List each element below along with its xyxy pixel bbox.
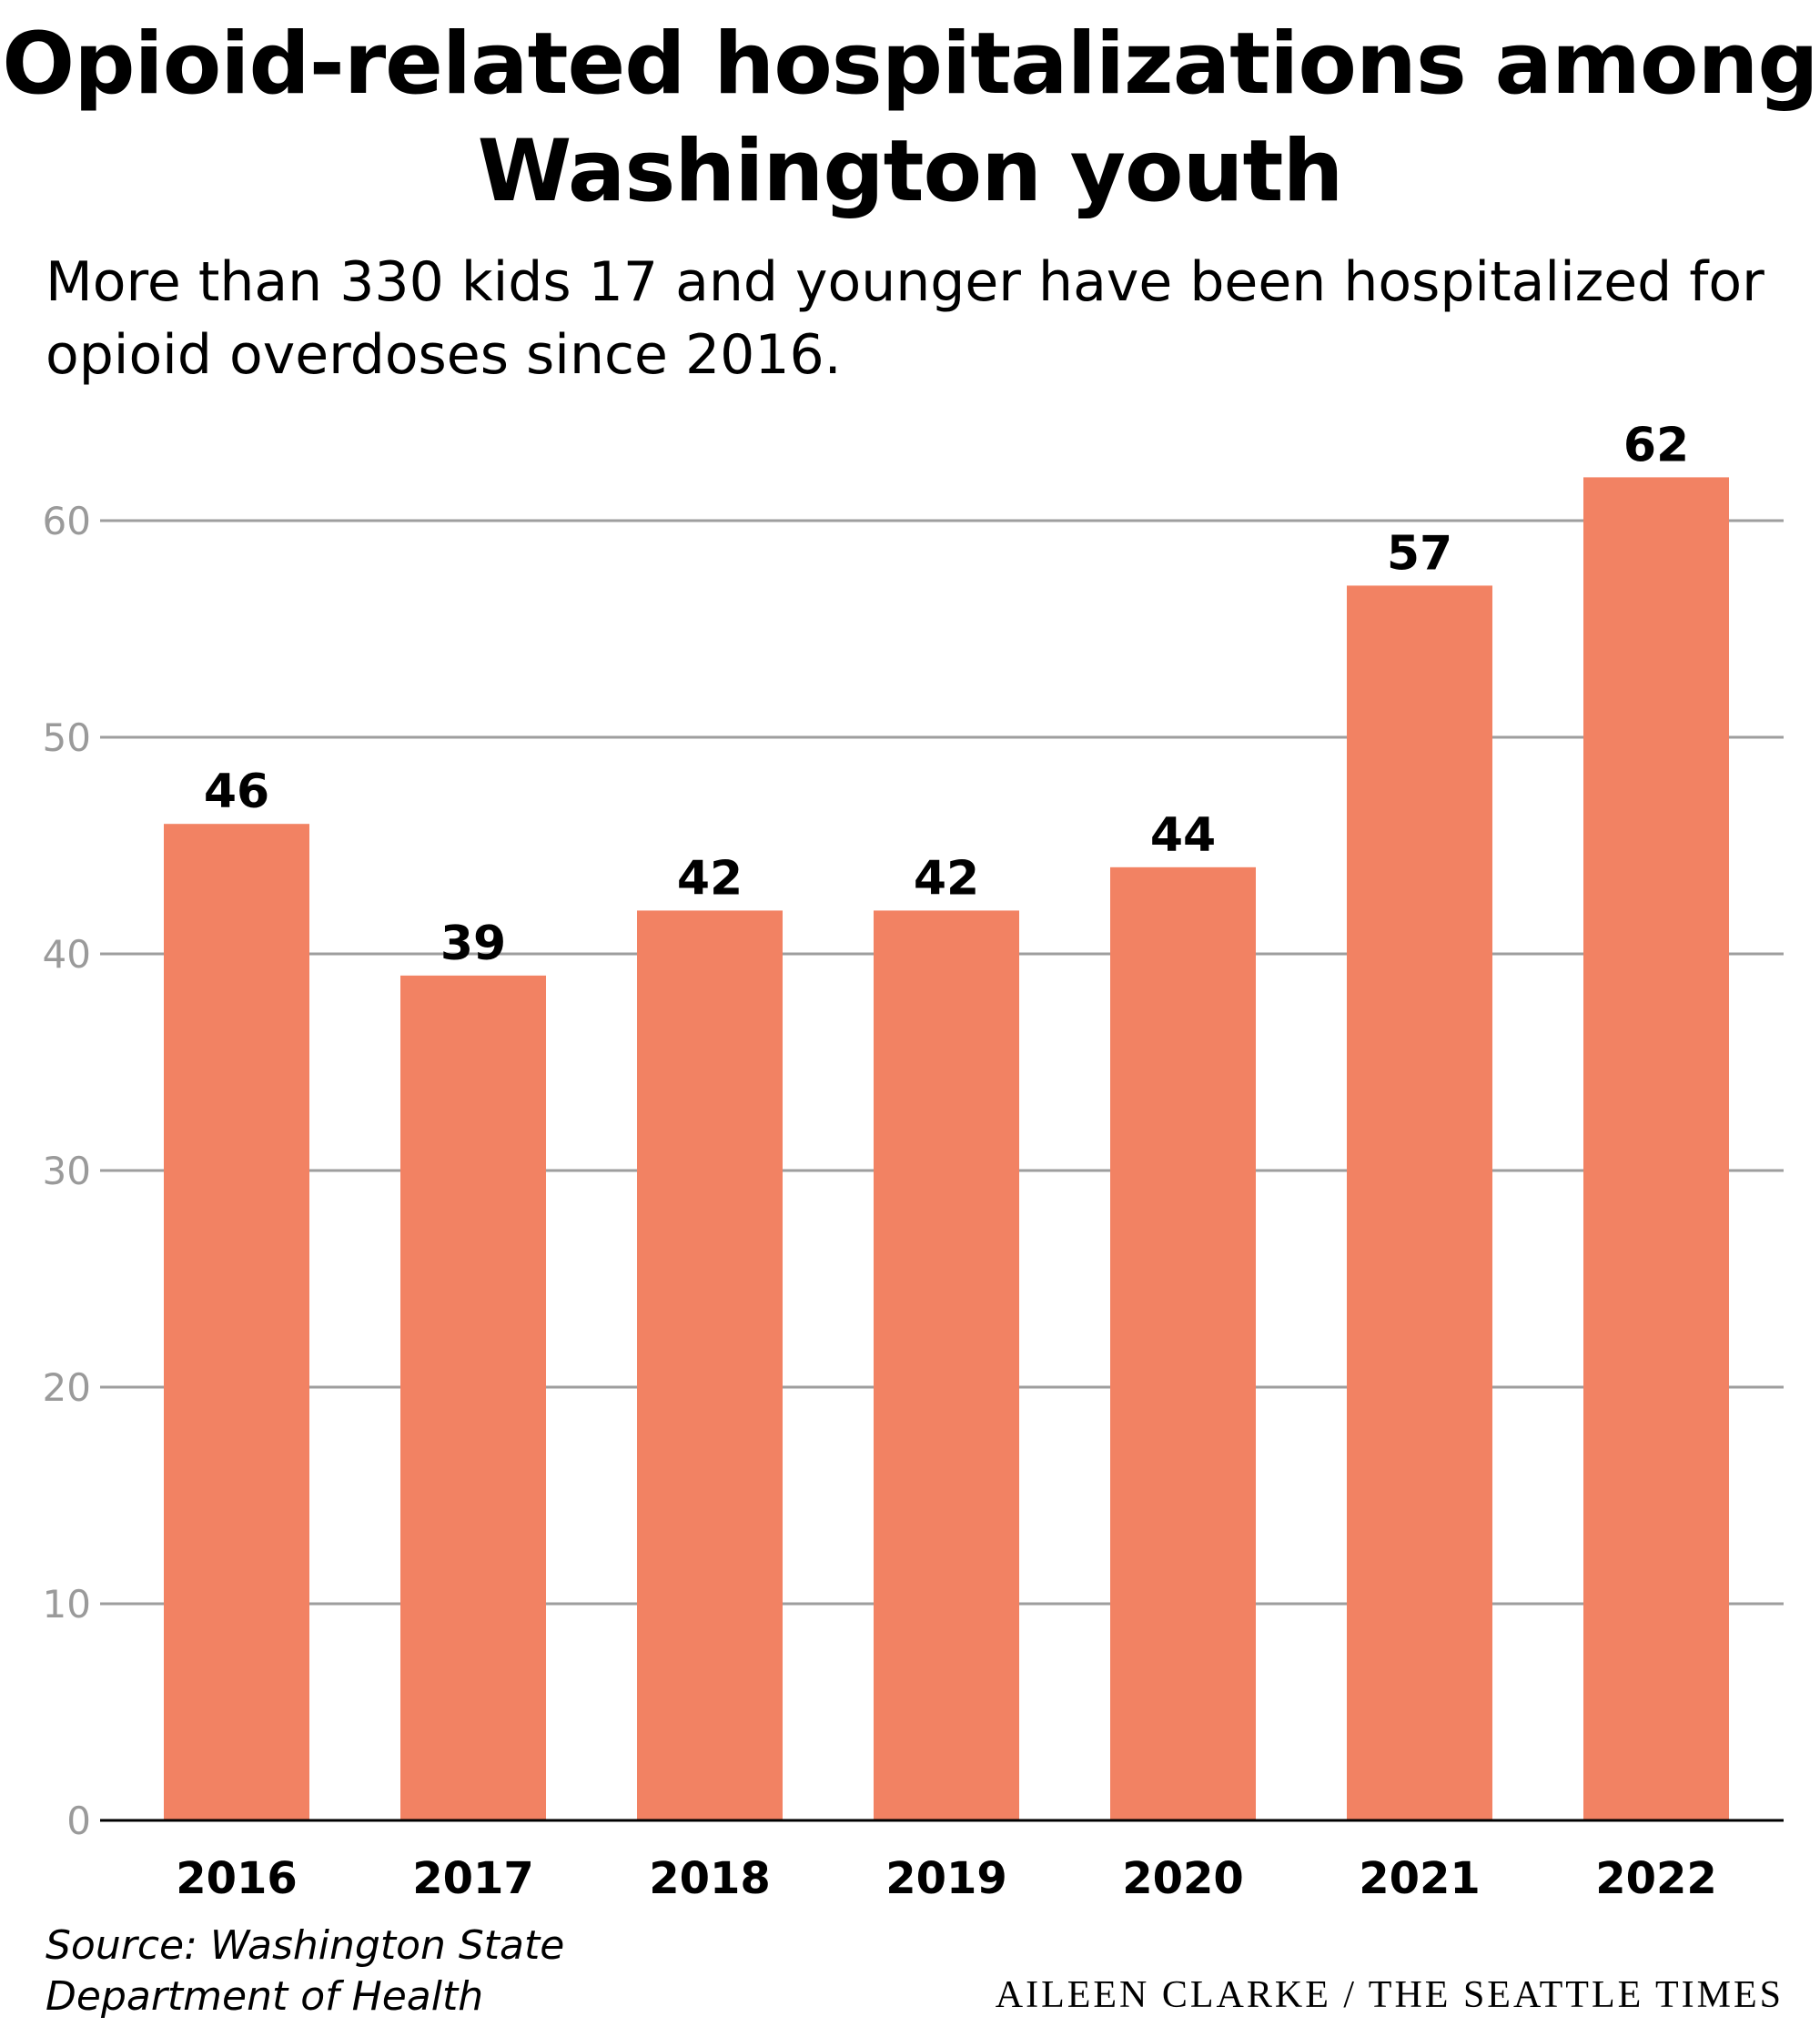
bar-2021 <box>1347 585 1492 1820</box>
source-note: Source: Washington State Department of H… <box>46 1921 864 2022</box>
credit-outlet: THE SEATTLE TIMES <box>1368 1974 1784 2016</box>
bar-2020 <box>1110 867 1256 1820</box>
bar-chart: 46 39 42 42 44 57 62 0 10 20 30 40 50 60 2016 2017 2018… <box>43 418 1784 1902</box>
credit-author: AILEEN CLARKE <box>995 1974 1331 2016</box>
x-tick-label-2016: 2016 <box>176 1853 298 1902</box>
chart-title: Opioid-related hospitalizations among Wa… <box>2 15 1818 221</box>
data-label-2019: 42 <box>914 851 979 906</box>
source-line-2: Department of Health <box>46 1973 484 2020</box>
credit-line: AILEEN CLARKE / THE SEATTLE TIMES <box>996 1973 1784 2017</box>
x-tick-label-2018: 2018 <box>649 1853 771 1902</box>
y-tick-label: 60 <box>43 499 91 543</box>
data-label-2020: 44 <box>1150 808 1216 863</box>
bar-2017 <box>400 975 546 1820</box>
bars <box>164 477 1729 1821</box>
bar-2022 <box>1583 477 1729 1820</box>
bar-2019 <box>874 910 1019 1820</box>
y-tick-label: 10 <box>43 1582 91 1627</box>
chart-subtitle: More than 330 kids 17 and younger have b… <box>46 250 1764 387</box>
data-label-2021: 57 <box>1387 526 1452 581</box>
y-tick-label: 30 <box>43 1149 91 1193</box>
bar-2018 <box>637 910 783 1820</box>
y-tick-label: 40 <box>43 932 91 977</box>
data-label-2016: 46 <box>204 765 269 819</box>
data-label-2017: 39 <box>440 917 506 971</box>
data-labels: 46 39 42 42 44 57 62 <box>204 418 1689 970</box>
axes: 0 10 20 30 40 50 60 2016 2017 2018 2019 2020 2021 202… <box>43 499 1784 1902</box>
y-tick-label: 20 <box>43 1365 91 1410</box>
x-tick-label-2022: 2022 <box>1595 1853 1717 1902</box>
credit-separator: / <box>1330 1974 1369 2016</box>
data-label-2022: 62 <box>1623 418 1689 472</box>
source-line-1: Source: Washington State <box>46 1922 565 1969</box>
x-tick-label-2017: 2017 <box>412 1853 534 1902</box>
y-tick-label: 0 <box>66 1799 91 1843</box>
y-tick-label: 50 <box>43 715 91 760</box>
x-tick-label-2019: 2019 <box>885 1853 1007 1902</box>
x-tick-label-2021: 2021 <box>1359 1853 1481 1902</box>
bar-2016 <box>164 824 309 1821</box>
x-tick-label-2020: 2020 <box>1122 1853 1244 1902</box>
data-label-2018: 42 <box>677 851 743 906</box>
